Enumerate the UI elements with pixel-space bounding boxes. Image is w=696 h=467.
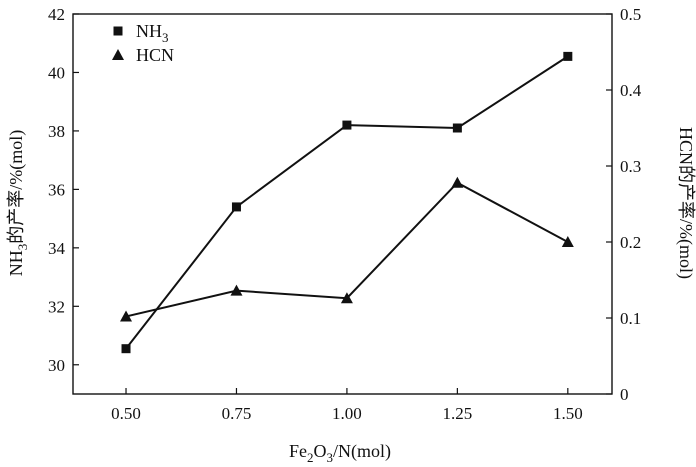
series-nh3-line — [125, 55, 569, 350]
left-y-tick-label: 36 — [48, 180, 65, 199]
left-y-axis-title: NH3的产率/%(mol) — [6, 130, 30, 277]
left-y-tick-label: 40 — [48, 63, 65, 82]
right-y-tick-label: 0.3 — [620, 157, 641, 176]
plot-border — [72, 13, 613, 395]
left-y-axis-title-sub: 3 — [15, 244, 30, 251]
x-tick-label: 1.00 — [332, 404, 362, 423]
legend-hcn-marker — [112, 49, 124, 60]
left-y-axis: 30 32 34 36 38 40 42 — [48, 5, 79, 375]
left-y-tick-label: 34 — [48, 239, 66, 258]
x-tick-label: 0.50 — [111, 404, 141, 423]
x-tick-label: 0.75 — [222, 404, 252, 423]
right-y-tick-label: 0.4 — [620, 81, 642, 100]
plot-frame — [72, 13, 613, 395]
x-axis-title: Fe2O3/N(mol) — [289, 441, 391, 465]
series-nh3-point — [121, 344, 131, 354]
series-hcn-point — [230, 284, 243, 296]
legend-nh3-label: NH3 — [136, 21, 169, 45]
x-axis: 0.50 0.75 1.00 1.25 1.50 — [111, 388, 583, 423]
x-tick-label: 1.25 — [442, 404, 472, 423]
series-nh3-point — [452, 123, 462, 133]
series-hcn-point — [561, 236, 574, 247]
left-y-tick-label: 38 — [48, 122, 65, 141]
series-nh3 — [121, 51, 573, 354]
x-axis-title-sub1: 2 — [307, 450, 314, 465]
left-y-axis-title-tail: 的产率/%(mol) — [6, 130, 27, 244]
right-y-axis: 0 0.1 0.2 0.3 0.4 0.5 — [606, 5, 642, 404]
series-layer — [120, 51, 574, 354]
left-y-tick-label: 32 — [48, 297, 65, 316]
series-nh3-point — [231, 202, 241, 212]
right-y-tick-label: 0.2 — [620, 233, 641, 252]
x-tick-label: 1.50 — [553, 404, 583, 423]
left-y-tick-label: 30 — [48, 356, 65, 375]
right-y-tick-label: 0.1 — [620, 309, 641, 328]
left-y-axis-title-nh: NH — [6, 250, 26, 276]
legend-hcn-label: HCN — [136, 45, 174, 65]
series-nh3-point — [342, 120, 352, 130]
x-axis-title-fe: Fe — [289, 441, 307, 461]
series-nh3-point — [563, 51, 573, 61]
x-axis-title-sub2: 3 — [327, 450, 334, 465]
right-y-tick-label: 0 — [620, 385, 629, 404]
series-hcn-point — [120, 310, 133, 322]
x-axis-title-tail: /N(mol) — [333, 441, 391, 462]
right-y-axis-title: HCN的产率/%(mol) — [675, 127, 696, 279]
legend-nh3-marker — [113, 26, 123, 36]
series-hcn-point — [451, 176, 464, 188]
x-axis-title-o: O — [314, 441, 327, 461]
right-y-tick-label: 0.5 — [620, 5, 641, 24]
series-hcn-point — [340, 292, 353, 304]
series-hcn — [120, 176, 574, 322]
left-y-tick-label: 42 — [48, 5, 65, 24]
